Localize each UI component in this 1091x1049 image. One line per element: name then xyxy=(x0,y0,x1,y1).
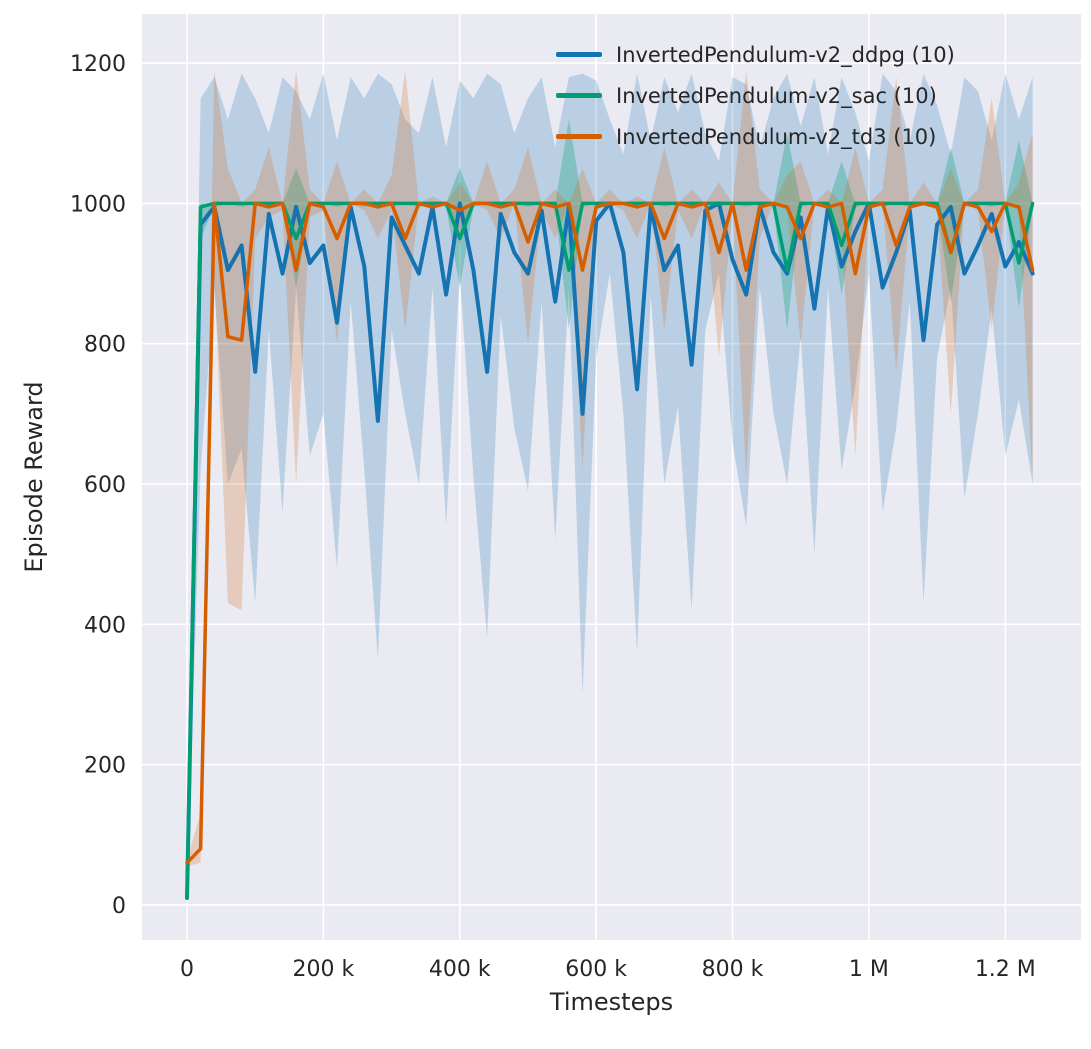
svg-text:400 k: 400 k xyxy=(429,957,491,982)
legend-label-ddpg: InvertedPendulum-v2_ddpg (10) xyxy=(616,42,955,67)
svg-text:600 k: 600 k xyxy=(565,957,627,982)
svg-text:1200: 1200 xyxy=(70,52,126,77)
y-axis-label: Episode Reward xyxy=(20,381,48,573)
svg-text:400: 400 xyxy=(84,613,126,638)
legend-entry-td3: InvertedPendulum-v2_td3 (10) xyxy=(556,116,955,157)
svg-text:0: 0 xyxy=(112,894,126,919)
svg-text:1.2 M: 1.2 M xyxy=(975,957,1036,982)
legend: InvertedPendulum-v2_ddpg (10) InvertedPe… xyxy=(556,34,955,157)
legend-swatch-td3 xyxy=(556,134,602,139)
legend-swatch-ddpg xyxy=(556,52,602,57)
x-axis-label: Timesteps xyxy=(549,988,674,1016)
svg-text:800: 800 xyxy=(84,333,126,358)
svg-text:600: 600 xyxy=(84,473,126,498)
svg-text:0: 0 xyxy=(180,957,194,982)
legend-swatch-sac xyxy=(556,93,602,98)
legend-label-td3: InvertedPendulum-v2_td3 (10) xyxy=(616,124,937,149)
legend-label-sac: InvertedPendulum-v2_sac (10) xyxy=(616,83,937,108)
svg-text:800 k: 800 k xyxy=(702,957,764,982)
legend-entry-ddpg: InvertedPendulum-v2_ddpg (10) xyxy=(556,34,955,75)
svg-text:1 M: 1 M xyxy=(849,957,889,982)
svg-text:200 k: 200 k xyxy=(293,957,355,982)
svg-text:1000: 1000 xyxy=(70,192,126,217)
svg-text:200: 200 xyxy=(84,754,126,779)
legend-entry-sac: InvertedPendulum-v2_sac (10) xyxy=(556,75,955,116)
